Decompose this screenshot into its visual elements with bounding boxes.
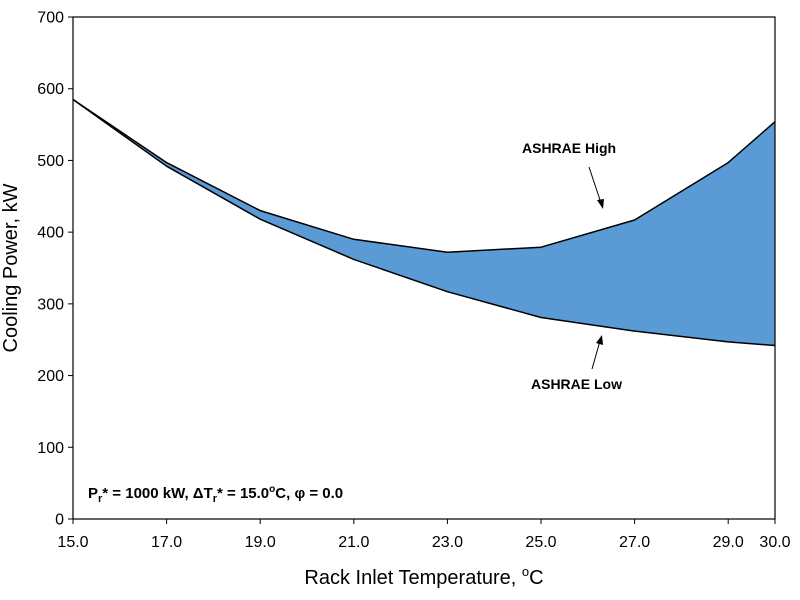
x-tick-label: 15.0 (57, 534, 88, 551)
parameters-label: Pr* = 1000 kW, ΔTr* = 15.0oC, φ = 0.0 (88, 484, 343, 505)
y-tick-label: 100 (37, 440, 64, 457)
y-axis-title: Cooling Power, kW (0, 183, 22, 352)
annotation-low-arrow (591, 335, 603, 370)
y-tick-label: 0 (55, 512, 64, 529)
annotation-ashrae-low: ASHRAE Low (531, 376, 622, 392)
x-tick-label: 19.0 (245, 534, 276, 551)
plot-frame (72, 16, 776, 520)
y-tick-label: 600 (37, 81, 64, 98)
ashrae-low-line (72, 98, 776, 347)
y-tick-label: 500 (37, 153, 64, 170)
x-tick-label: 27.0 (619, 534, 650, 551)
annotation-ashrae-high: ASHRAE High (522, 140, 616, 156)
x-tick-label: 29.0 (713, 534, 744, 551)
ashrae-high-line (72, 98, 776, 253)
y-tick-label: 300 (37, 296, 64, 313)
ashrae-range-band (73, 99, 775, 346)
x-tick-label: 25.0 (525, 534, 556, 551)
annotation-high-arrow (588, 166, 604, 209)
x-tick-label: 21.0 (338, 534, 369, 551)
x-tick-label: 30.0 (759, 534, 790, 551)
y-tick-label: 700 (37, 10, 64, 27)
x-tick-label: 17.0 (151, 534, 182, 551)
y-tick-label: 400 (37, 225, 64, 242)
x-tick-label: 23.0 (432, 534, 463, 551)
x-axis-title: Rack Inlet Temperature, oC (304, 564, 543, 589)
y-tick-label: 200 (37, 368, 64, 385)
